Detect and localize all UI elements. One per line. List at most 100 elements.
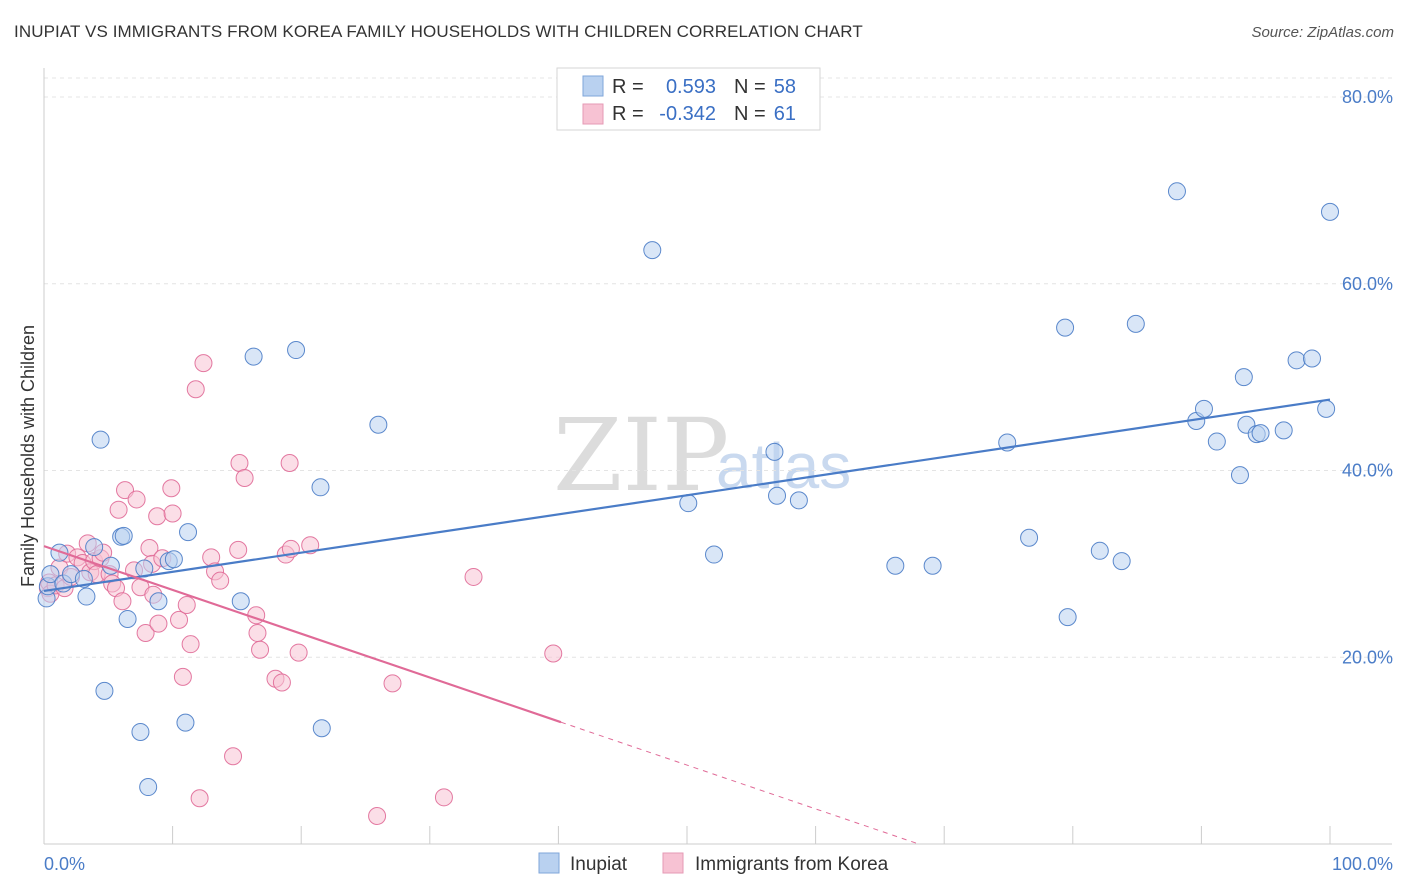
data-point (311, 478, 330, 497)
data-point (148, 507, 167, 526)
data-point (113, 592, 132, 611)
trend-line-extension-korea (560, 721, 919, 845)
data-point (74, 569, 93, 588)
data-point (77, 587, 96, 606)
data-point (95, 681, 114, 700)
y-tick-label-80: 80.0% (1342, 87, 1393, 107)
stats-n-label-korea: N = (734, 103, 766, 125)
data-point (886, 556, 905, 575)
data-point (272, 673, 291, 692)
data-point (464, 567, 483, 586)
data-point (1112, 552, 1131, 571)
data-point (1207, 432, 1226, 451)
stats-r-label-inupiat: R = (612, 76, 644, 98)
data-point (251, 640, 270, 659)
data-point (1126, 314, 1145, 333)
data-point (163, 504, 182, 523)
watermark-zip: ZIP (553, 397, 729, 514)
data-point (50, 543, 69, 562)
data-point (289, 643, 308, 662)
stats-box: R = 0.593 N = 58 R = -0.342 N = 61 (556, 67, 821, 131)
data-point (224, 747, 243, 766)
data-point (923, 556, 942, 575)
data-point (643, 241, 662, 260)
data-point (383, 674, 402, 693)
trend-line-inupiat (43, 398, 1331, 593)
data-point (186, 380, 205, 399)
legend-label-korea: Immigrants from Korea (695, 854, 889, 875)
data-point (162, 479, 181, 498)
trend-line-korea (43, 545, 562, 724)
data-point (368, 806, 387, 825)
legend-swatch-inupiat (538, 852, 560, 874)
data-point (1321, 202, 1339, 221)
y-tick-label-40: 40.0% (1342, 461, 1393, 481)
data-point (1090, 541, 1109, 560)
data-point (1234, 368, 1253, 387)
stats-n-value-inupiat: 58 (774, 76, 796, 98)
y-tick-labels: 20.0% 40.0% 60.0% 80.0% (1342, 87, 1393, 667)
x-tick-label-right: 100.0% (1332, 854, 1393, 874)
data-point (789, 491, 808, 510)
stats-n-value-korea: 61 (774, 103, 796, 125)
data-point (244, 347, 263, 366)
data-point (91, 430, 110, 449)
data-point (190, 789, 209, 808)
data-point (177, 595, 196, 614)
stats-r-label-korea: R = (612, 103, 644, 125)
stats-r-value-inupiat: 0.593 (666, 76, 716, 98)
data-point (705, 545, 724, 564)
data-point (179, 523, 198, 542)
data-point (229, 540, 248, 559)
data-point (369, 415, 388, 434)
data-point (1274, 421, 1293, 440)
stats-swatch-inupiat (582, 75, 604, 97)
data-point (287, 341, 306, 360)
data-point (131, 722, 150, 741)
data-point (170, 610, 189, 629)
data-point (173, 667, 192, 686)
gridlines (44, 77, 1392, 658)
x-tick-marks (172, 826, 1331, 844)
data-point (164, 550, 183, 569)
data-point (1194, 399, 1213, 418)
x-tick-label-left: 0.0% (44, 854, 85, 874)
stats-swatch-korea (582, 103, 604, 125)
data-point (85, 538, 104, 557)
data-point (1317, 399, 1336, 418)
data-point (149, 592, 168, 611)
data-point (194, 354, 213, 373)
trend-lines (43, 398, 1331, 845)
data-point (139, 778, 158, 797)
data-point (109, 500, 128, 519)
stats-n-label-inupiat: N = (734, 76, 766, 98)
data-point (280, 454, 299, 473)
data-point (127, 490, 146, 509)
series-inupiat-points (37, 182, 1339, 797)
data-point (176, 713, 195, 732)
data-point (136, 623, 155, 642)
legend-swatch-korea (662, 852, 684, 874)
data-point (1058, 608, 1077, 627)
legend-label-inupiat: Inupiat (570, 854, 628, 875)
data-point (1167, 182, 1186, 201)
data-point (41, 565, 60, 584)
data-point (1287, 351, 1306, 370)
y-tick-label-20: 20.0% (1342, 647, 1393, 667)
data-point (301, 536, 320, 555)
data-point (1056, 318, 1075, 337)
source-label: Source: ZipAtlas.com (1251, 24, 1394, 41)
chart-title: INUPIAT VS IMMIGRANTS FROM KOREA FAMILY … (14, 22, 863, 41)
data-point (679, 494, 698, 513)
data-point (434, 788, 453, 807)
data-point (230, 454, 249, 473)
data-point (149, 614, 168, 633)
data-point (118, 609, 137, 628)
data-point (231, 592, 250, 611)
data-point (1230, 466, 1249, 485)
data-point (114, 526, 133, 545)
data-point (544, 644, 563, 663)
data-point (1251, 424, 1270, 443)
y-tick-label-60: 60.0% (1342, 274, 1393, 294)
